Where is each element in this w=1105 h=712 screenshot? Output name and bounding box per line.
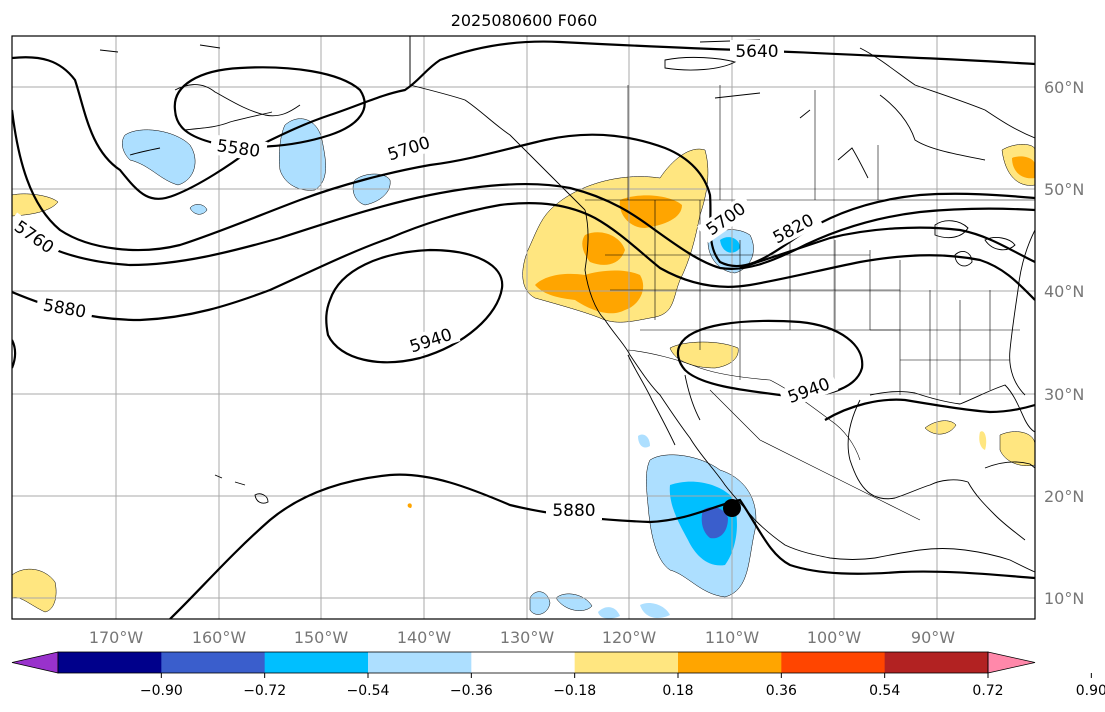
colorbar-segment [161, 652, 266, 673]
map-title: 2025080600 F060 [451, 11, 598, 30]
colorbar-tick-label: −0.36 [450, 683, 493, 699]
lat-label: 50°N [1044, 180, 1084, 199]
colorbar-segment [471, 652, 576, 673]
contour-label: 5880 [552, 501, 595, 521]
lon-label: 90°W [911, 628, 955, 647]
lat-label: 10°N [1044, 589, 1084, 608]
colorbar-tick-label: −0.18 [553, 683, 596, 699]
colorbar-tick-label: 0.72 [972, 683, 1003, 699]
colorbar-segment [58, 652, 162, 673]
lon-label: 100°W [807, 628, 862, 647]
lat-label: 30°N [1044, 385, 1084, 404]
colorbar-segment [884, 652, 989, 673]
lon-label: 150°W [294, 628, 349, 647]
colorbar-tick-label: 0.36 [766, 683, 797, 699]
lon-label: 140°W [397, 628, 452, 647]
map-background [12, 36, 1035, 619]
colorbar-segment [678, 652, 782, 673]
lon-label: 110°W [705, 628, 760, 647]
colorbar-outline [57, 651, 989, 674]
lon-label: 130°W [500, 628, 555, 647]
storm-position-marker [723, 499, 741, 517]
lat-label: 40°N [1044, 282, 1084, 301]
colorbar-extend-high [987, 651, 1036, 674]
colorbar-tick-label: −0.72 [243, 683, 286, 699]
lon-label: 170°W [89, 628, 144, 647]
contour-label: 5640 [735, 42, 778, 62]
lon-label: 160°W [192, 628, 247, 647]
colorbar-segment [781, 652, 886, 673]
lat-label: 20°N [1044, 487, 1084, 506]
map-content [12, 36, 1035, 619]
colorbar-tick-label: −0.54 [347, 683, 390, 699]
map-frame [11, 35, 1036, 620]
colorbar-tick-label: 0.18 [662, 683, 693, 699]
colorbar-extend-low [11, 651, 59, 674]
colorbar: −0.90 −0.72 −0.54 −0.36 −0.18 0.18 0.36 0.54 0.7… [11, 651, 1105, 699]
colorbar-tick-label: −0.90 [140, 683, 183, 699]
colorbar-segment [368, 652, 472, 673]
latitude-labels: 60°N 50°N 40°N 30°N 20°N 10°N [1044, 78, 1084, 608]
colorbar-segment [574, 652, 679, 673]
colorbar-tick-label: 0.90 [1076, 683, 1105, 699]
colorbar-segment [264, 652, 369, 673]
lat-label: 60°N [1044, 78, 1084, 97]
colorbar-tick-label: 0.54 [869, 683, 900, 699]
height-contours [12, 40, 1035, 619]
longitude-labels: 170°W 160°W 150°W 140°W 130°W 120°W 110°… [89, 628, 955, 647]
lon-label: 120°W [602, 628, 657, 647]
